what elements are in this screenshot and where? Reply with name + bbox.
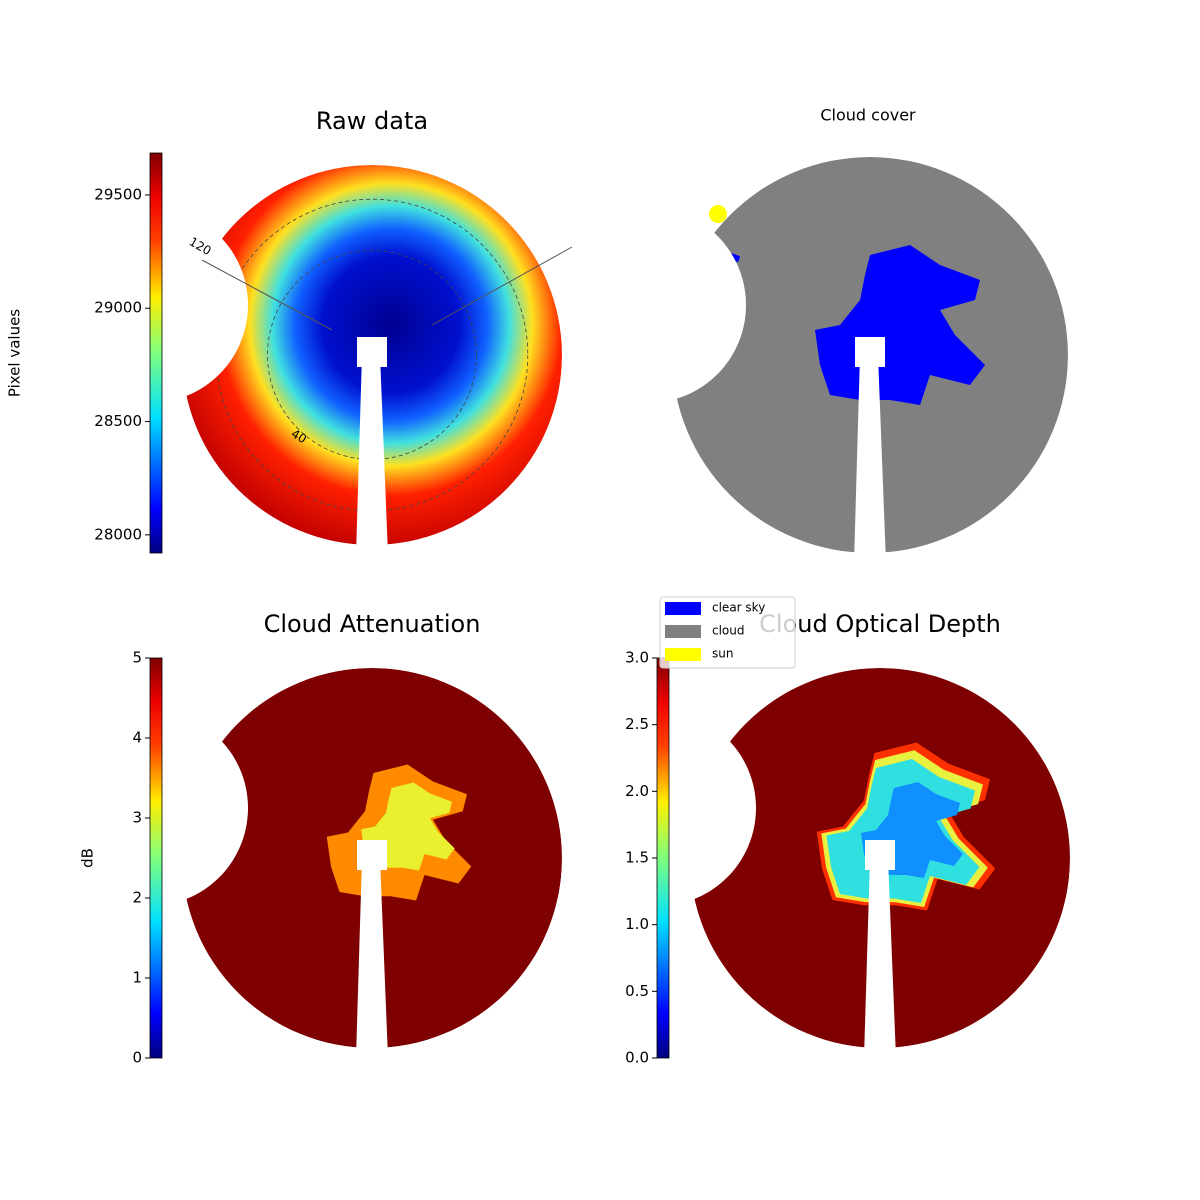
- polar-axis: [201, 259, 333, 331]
- colorbar: [149, 152, 163, 554]
- sun-marker: [709, 205, 727, 223]
- image-field: [182, 165, 562, 545]
- polar-label: 120: [187, 235, 214, 259]
- colorbar: [656, 657, 670, 1059]
- legend-label: clear sky: [712, 601, 765, 615]
- colorbar-tick-label: 2.5: [625, 715, 649, 733]
- depth-region: [861, 782, 963, 878]
- panel-title: Cloud Attenuation: [264, 610, 481, 638]
- polar-label: 40: [289, 427, 309, 447]
- colorbar-tick-label: 2.0: [625, 782, 649, 800]
- sky-image: [672, 157, 1068, 553]
- legend-label: sun: [712, 647, 733, 661]
- panel-title: Cloud Optical Depth: [759, 610, 1001, 638]
- colorbar-label: dB: [79, 848, 97, 868]
- colorbar-label: Pixel values: [6, 309, 24, 397]
- panel-title: Raw data: [316, 107, 428, 135]
- legend-swatch: [665, 625, 701, 638]
- sky-image: [690, 668, 1070, 1048]
- clear-sky-region: [815, 245, 985, 405]
- polar-grid: [267, 250, 477, 460]
- colorbar-tick-label: 5: [132, 649, 142, 667]
- colorbar-tick-label: 29000: [94, 299, 142, 317]
- colorbar-tick-label: 1: [132, 969, 142, 987]
- sky-image: [182, 668, 562, 1048]
- panel-title: Cloud cover: [820, 106, 916, 125]
- clear-sky-region: [698, 247, 742, 288]
- attenuation-region: [361, 782, 455, 871]
- polar-grid: [215, 198, 529, 512]
- colorbar-tick-label: 0.5: [625, 982, 649, 1000]
- colorbar-tick-label: 4: [132, 729, 142, 747]
- colorbar-tick-label: 29500: [94, 185, 142, 203]
- colorbar-tick-label: 28000: [94, 525, 142, 543]
- legend-label: cloud: [712, 624, 745, 638]
- colorbar-tick-label: 2: [132, 889, 142, 907]
- legend-swatch: [665, 602, 701, 615]
- colorbar-tick-label: 0.0: [625, 1049, 649, 1067]
- polar-axis: [431, 246, 573, 326]
- colorbar-tick-label: 1.5: [625, 849, 649, 867]
- colorbar-tick-label: 3: [132, 809, 142, 827]
- sky-image: [182, 165, 562, 545]
- colorbar-tick-label: 3.0: [625, 649, 649, 667]
- colorbar: [149, 657, 163, 1059]
- colorbar-tick-label: 1.0: [625, 915, 649, 933]
- colorbar-tick-label: 28500: [94, 412, 142, 430]
- legend-swatch: [665, 648, 701, 661]
- colorbar-tick-label: 0: [132, 1049, 142, 1067]
